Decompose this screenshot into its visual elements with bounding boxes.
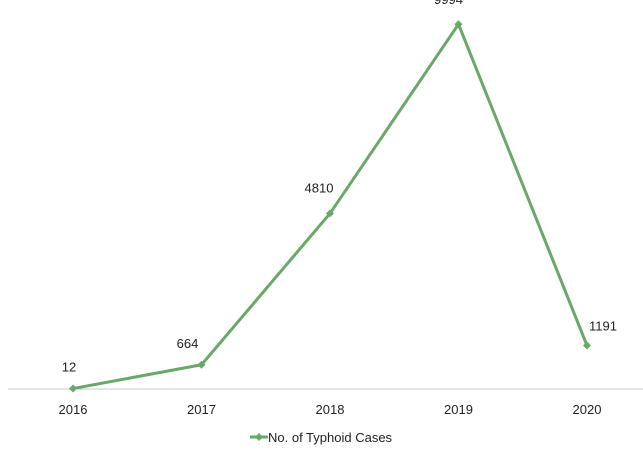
legend-label: No. of Typhoid Cases — [268, 430, 393, 445]
x-tick-label: 2018 — [316, 402, 345, 417]
legend: No. of Typhoid Cases — [250, 430, 393, 445]
series-line-typhoid-cases — [72, 22, 589, 391]
data-point-marker — [326, 209, 334, 218]
data-label: 9994 — [434, 0, 463, 7]
x-tick-label: 2020 — [573, 402, 602, 417]
data-label: 12 — [62, 360, 76, 375]
data-label: 1191 — [589, 319, 617, 334]
plot-area: 12 664 4810 9994 1191 — [62, 0, 617, 393]
legend-diamond-marker — [255, 433, 263, 441]
data-point-marker — [454, 20, 463, 29]
data-point-marker — [583, 341, 591, 350]
x-tick-label: 2017 — [187, 402, 216, 417]
data-point-marker — [69, 384, 77, 393]
x-tick-label: 2019 — [444, 402, 473, 417]
x-tick-label: 2016 — [59, 402, 88, 417]
data-label: 664 — [177, 336, 199, 351]
data-point-marker — [197, 360, 206, 369]
data-label: 4810 — [305, 180, 334, 195]
x-axis-ticks: 2016 2017 2018 2019 2020 — [59, 402, 602, 417]
